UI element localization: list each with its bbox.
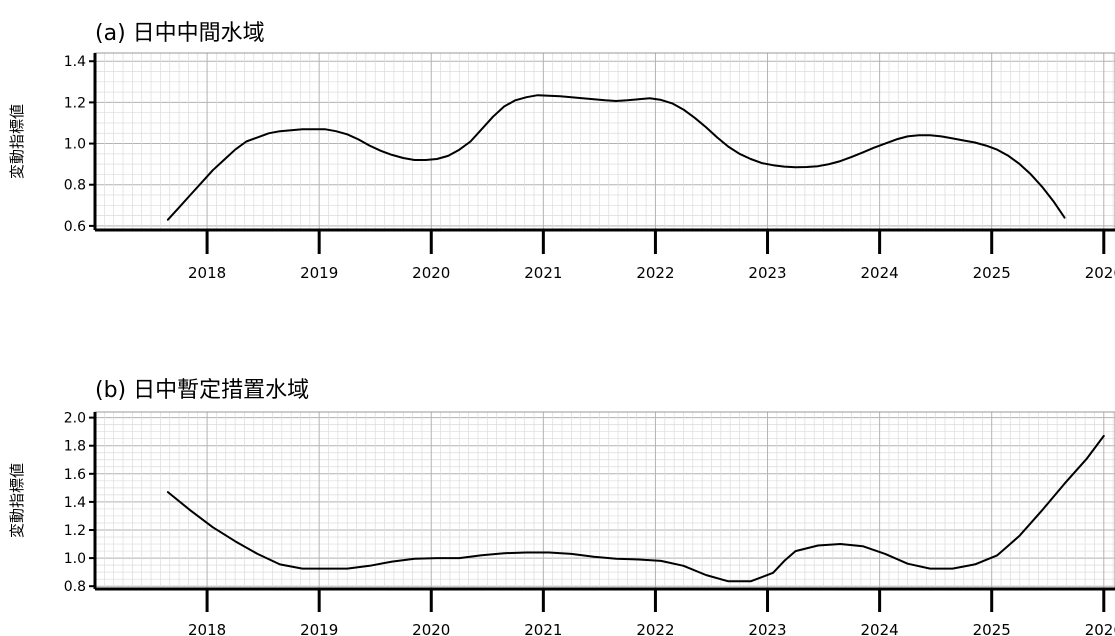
y-tick-label: 1.6 <box>64 467 86 483</box>
y-tick-label: 1.0 <box>64 137 86 153</box>
x-tick-label: 2023 <box>748 264 786 282</box>
grid <box>94 412 1115 589</box>
y-tick-label: 0.8 <box>64 579 86 595</box>
y-tick-label: 1.4 <box>64 54 86 70</box>
x-tick-label: 2021 <box>524 621 562 636</box>
y-tick-label: 1.4 <box>64 495 86 511</box>
y-tick-label: 1.2 <box>64 523 86 539</box>
series-line <box>166 94 1066 221</box>
chart-title: (a) 日中中間水域 <box>95 21 265 46</box>
y-tick-label: 1.2 <box>64 95 86 111</box>
chart-title: (b) 日中暫定措置水域 <box>95 378 309 403</box>
x-tick-label: 2023 <box>748 621 786 636</box>
series-line <box>166 434 1105 583</box>
x-tick-label: 2020 <box>412 264 450 282</box>
x-tick-label: 2018 <box>188 264 226 282</box>
x-tick-label: 2021 <box>524 264 562 282</box>
x-tick-label: 2026 <box>1085 264 1115 282</box>
y-axis-label: 変動指標値 <box>8 104 26 179</box>
x-tick-label: 2024 <box>861 264 899 282</box>
grid <box>94 53 1115 230</box>
x-tick-label: 2022 <box>636 621 674 636</box>
chart-panel-b: 0.8 1.0 1.2 1.4 1.6 1.8 2.0 2018 2019 2020 2021 202… <box>8 378 1115 636</box>
y-tick-label: 1.8 <box>64 439 86 455</box>
x-tick-label: 2025 <box>973 621 1011 636</box>
x-tick-label: 2025 <box>973 264 1011 282</box>
x-tick-label: 2020 <box>412 621 450 636</box>
y-tick-label: 2.0 <box>64 411 86 427</box>
x-tick-label: 2022 <box>636 264 674 282</box>
x-tick-label: 2018 <box>188 621 226 636</box>
y-tick-label: 1.0 <box>64 551 86 567</box>
x-tick-label: 2019 <box>300 621 338 636</box>
x-tick-label: 2019 <box>300 264 338 282</box>
x-tick-label: 2024 <box>861 621 899 636</box>
y-tick-label: 0.8 <box>64 178 86 194</box>
y-axis-label: 変動指標値 <box>8 463 26 538</box>
y-tick-label: 0.6 <box>64 219 86 235</box>
x-tick-label: 2026 <box>1085 621 1115 636</box>
chart-panel-a: 0.6 0.8 1.0 1.2 1.4 2018 2019 2020 2021 2022 2023 2… <box>8 21 1115 282</box>
